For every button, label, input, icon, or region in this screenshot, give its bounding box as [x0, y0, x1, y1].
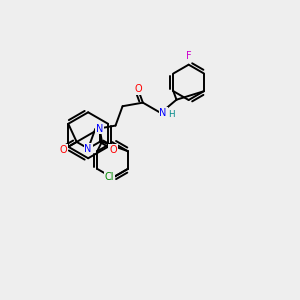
- Text: H: H: [168, 110, 174, 119]
- Text: N: N: [85, 143, 92, 154]
- Text: N: N: [159, 108, 167, 118]
- Text: O: O: [60, 145, 67, 154]
- Text: Cl: Cl: [104, 172, 114, 182]
- Text: N: N: [96, 124, 103, 134]
- Text: F: F: [186, 51, 191, 62]
- Text: O: O: [109, 145, 117, 154]
- Text: O: O: [134, 84, 142, 94]
